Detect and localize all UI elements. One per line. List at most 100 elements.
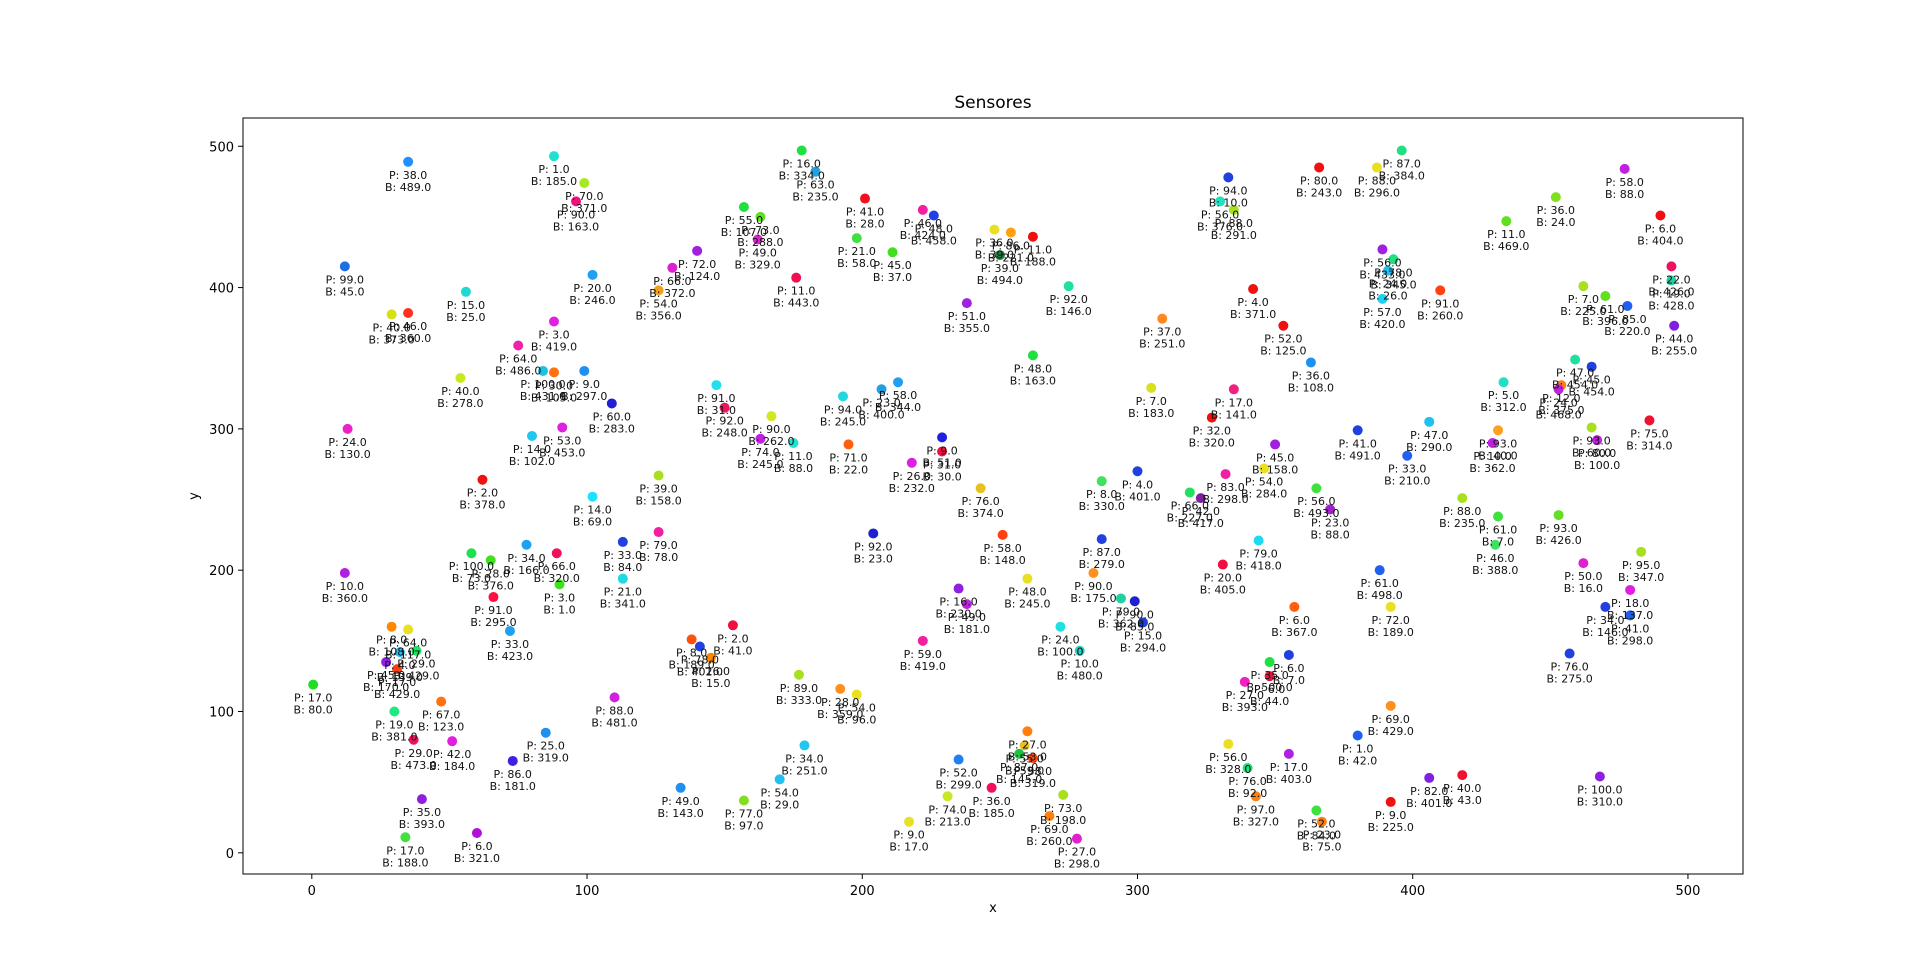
sensor-label: P: 6.0 B: 367.0 — [1271, 614, 1317, 639]
y-tick: 200 — [209, 564, 243, 579]
sensor-label: P: 100.0 B: 73.0 — [449, 560, 494, 585]
sensor-label: P: 14.0 B: 102.0 — [509, 443, 555, 468]
sensor-label: P: 1.0 B: 42.0 — [1338, 743, 1377, 768]
sensor-point — [1027, 350, 1038, 361]
sensor-label: P: 3.0 B: 419.0 — [531, 328, 577, 353]
sensor-label: P: 35.0 B: 500.0 — [1246, 669, 1292, 694]
sensor-point — [686, 634, 697, 645]
sensor-point — [1228, 204, 1239, 215]
sensor-point — [1374, 565, 1385, 576]
sensor-label: P: 20.0 B: 405.0 — [1200, 572, 1246, 597]
sensor-point — [997, 529, 1008, 540]
sensor-point — [403, 156, 414, 167]
sensor-label: P: 33.0 B: 423.0 — [487, 638, 533, 663]
sensor-label: P: 66.0 B: 320.0 — [534, 560, 580, 585]
sensor-point — [1195, 493, 1206, 504]
sensor-label: P: 54.0 B: 284.0 — [1241, 475, 1287, 500]
sensor-label: P: 86.0 B: 221.0 — [988, 239, 1034, 264]
sensor-label: P: 20.0 B: 246.0 — [569, 282, 615, 307]
sensor-label: P: 69.0 B: 429.0 — [1368, 713, 1414, 738]
sensor-label: P: 23.0 B: 75.0 — [1302, 829, 1341, 854]
sensor-point — [937, 432, 948, 443]
sensor-label: P: 31.0 B: 30.0 — [922, 458, 961, 483]
sensor-point — [1022, 726, 1033, 737]
sensor-label: P: 4.0 B: 401.0 — [1114, 478, 1160, 503]
sensor-point — [1088, 568, 1099, 579]
sensor-label: P: 23.0 B: 88.0 — [1311, 516, 1350, 541]
sensor-point — [526, 430, 537, 441]
x-tick: 0 — [308, 874, 316, 899]
x-tick: 200 — [850, 874, 875, 899]
sensor-label: P: 6.0 B: 7.0 — [1273, 662, 1305, 687]
sensor-label: P: 58.0 B: 319.0 — [1010, 765, 1056, 790]
sensor-label: P: 40.0 B: 43.0 — [1443, 782, 1482, 807]
sensor-point — [308, 679, 319, 690]
sensor-label: P: 49.0 B: 329.0 — [735, 247, 781, 272]
sensor-point — [738, 202, 749, 213]
sensor-point — [1619, 163, 1630, 174]
sensor-label: P: 42.0 B: 184.0 — [429, 748, 475, 773]
sensor-label: P: 60.0 B: 283.0 — [589, 410, 635, 435]
sensor-point — [381, 657, 392, 668]
sensor-label: P: 85.0 B: 220.0 — [1604, 313, 1650, 338]
sensor-label: P: 61.0 B: 396.0 — [1582, 303, 1628, 328]
sensor-label: P: 37.0 B: 251.0 — [1139, 326, 1185, 351]
sensor-point — [1146, 382, 1157, 393]
sensor-label: P: 78.0 B: 345.0 — [1370, 266, 1416, 291]
sensor-point — [1184, 487, 1195, 498]
sensor-point — [1644, 415, 1655, 426]
y-tick: 400 — [209, 282, 243, 297]
sensor-point — [1669, 320, 1680, 331]
plot-frame — [242, 117, 1744, 875]
sensor-label: P: 58.0 B: 88.0 — [1605, 176, 1644, 201]
sensor-point — [1220, 469, 1231, 480]
sensor-point — [392, 664, 403, 675]
sensor-label: P: 10.0 B: 362.0 — [1469, 450, 1515, 475]
x-tick: 300 — [1125, 874, 1150, 899]
sensor-point — [1382, 265, 1393, 276]
sensor-label: P: 30.0 B: 105.0 — [531, 379, 577, 404]
sensor-point — [1311, 805, 1322, 816]
sensor-point — [667, 262, 678, 273]
sensor-point — [1239, 676, 1250, 687]
sensor-point — [860, 193, 871, 204]
sensor-label: P: 94.0 B: 245.0 — [820, 403, 866, 428]
sensor-label: P: 17.0 B: 141.0 — [1211, 396, 1257, 421]
sensor-label: P: 21.0 B: 58.0 — [837, 245, 876, 270]
sensor-point — [653, 470, 664, 481]
sensor-label: P: 54.0 B: 96.0 — [837, 702, 876, 727]
sensor-label: P: 34.0 B: 166.0 — [503, 552, 549, 577]
sensor-label: P: 93.0 B: 60.0 — [1572, 434, 1611, 459]
sensor-point — [1385, 601, 1396, 612]
sensor-point — [719, 402, 730, 413]
sensor-label: P: 26.0 B: 232.0 — [889, 470, 935, 495]
sensor-label: P: 76.0 B: 275.0 — [1546, 661, 1592, 686]
sensor-label: P: 47.0 B: 290.0 — [1406, 429, 1452, 454]
sensor-point — [408, 734, 419, 745]
sensor-point — [579, 365, 590, 376]
sensor-point — [386, 621, 397, 632]
sensor-label: P: 74.0 B: 213.0 — [924, 803, 970, 828]
sensor-point — [477, 474, 488, 485]
sensor-point — [1289, 601, 1300, 612]
sensor-point — [617, 536, 628, 547]
sensor-point — [1396, 145, 1407, 156]
sensor-point — [466, 548, 477, 559]
sensor-point — [554, 579, 565, 590]
sensor-label: P: 49.0 B: 181.0 — [944, 611, 990, 636]
sensor-point — [928, 210, 939, 221]
sensor-point — [587, 269, 598, 280]
sensor-label: P: 7.0 B: 183.0 — [1128, 395, 1174, 420]
sensor-point — [1074, 645, 1085, 656]
y-tick: 100 — [209, 705, 243, 720]
sensor-label: P: 83.0 B: 298.0 — [1202, 481, 1248, 506]
sensor-label: P: 41.0 B: 28.0 — [845, 206, 884, 231]
sensor-label: P: 56.0 B: 376.0 — [1197, 208, 1243, 233]
sensor-point — [504, 625, 515, 636]
sensor-point — [851, 233, 862, 244]
sensor-label: P: 11.0 B: 88.0 — [774, 450, 813, 475]
sensor-label: P: 48.0 B: 458.0 — [911, 223, 957, 248]
y-tick-label: 300 — [209, 423, 234, 438]
